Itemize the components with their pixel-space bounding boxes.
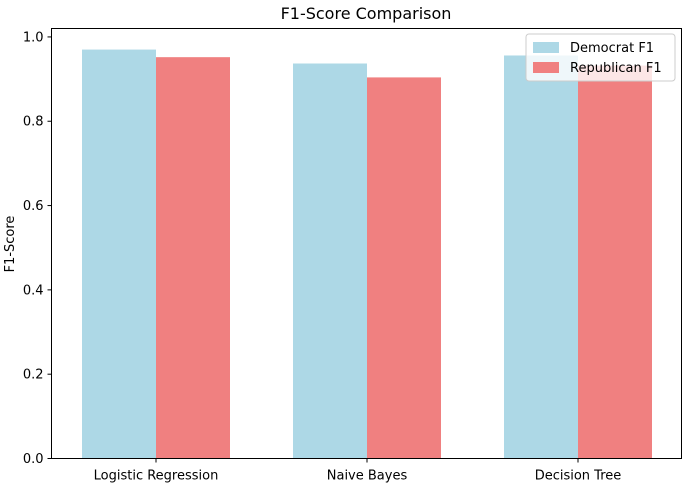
legend: Democrat F1 Republican F1 xyxy=(525,33,676,82)
y-tick-label: 0.2 xyxy=(23,368,44,383)
y-tick-label: 0.6 xyxy=(23,199,44,214)
bar-democrat-f1-1 xyxy=(293,63,367,459)
x-axis: Logistic Regression Naive Bayes Decision T… xyxy=(94,458,622,484)
bars-layer xyxy=(82,49,652,459)
y-tick-label: 0.4 xyxy=(23,283,44,298)
x-tick-label: Logistic Regression xyxy=(94,469,219,484)
legend-label: Republican F1 xyxy=(570,61,662,76)
x-tick-label: Naive Bayes xyxy=(327,469,408,484)
y-tick-label: 1.0 xyxy=(23,30,44,45)
plot-area xyxy=(82,49,652,459)
legend-swatch xyxy=(533,42,559,53)
bar-democrat-f1-2 xyxy=(504,55,578,459)
y-tick-label: 0.0 xyxy=(23,452,44,467)
y-tick-label: 0.8 xyxy=(23,115,44,130)
bar-republican-f1-2 xyxy=(578,65,652,459)
y-axis: 0.0 0.2 0.4 0.6 0.8 1.0 xyxy=(23,30,52,467)
legend-label: Democrat F1 xyxy=(570,41,654,56)
bar-democrat-f1-0 xyxy=(82,49,156,459)
bar-republican-f1-0 xyxy=(156,57,230,459)
legend-box xyxy=(525,33,676,82)
y-axis-label: F1-Score xyxy=(3,216,18,273)
chart-title: F1-Score Comparison xyxy=(281,4,452,23)
legend-swatch xyxy=(533,62,559,73)
bar-republican-f1-1 xyxy=(367,77,441,459)
x-tick-label: Decision Tree xyxy=(535,469,622,484)
